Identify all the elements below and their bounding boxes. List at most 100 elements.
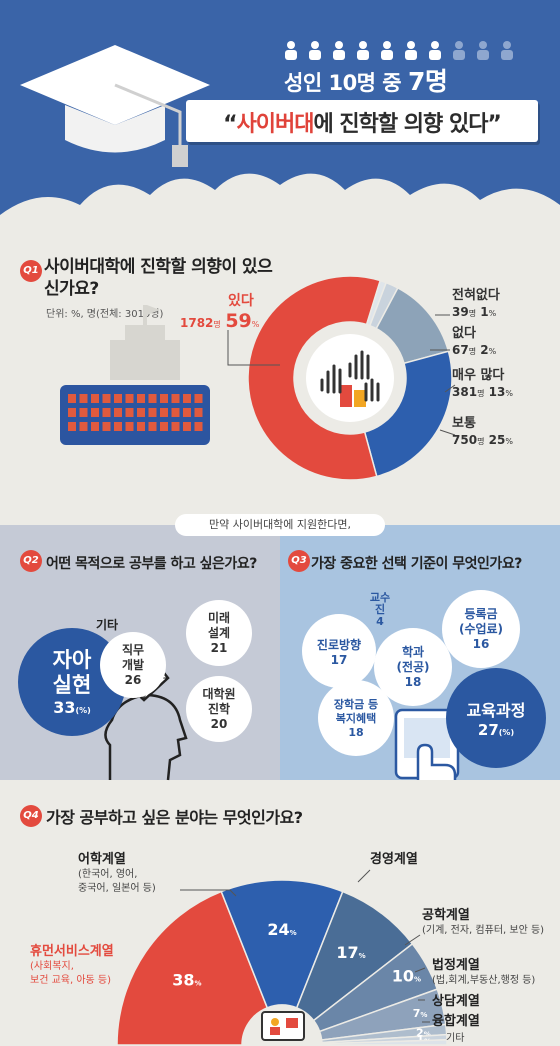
person-icon <box>381 41 393 60</box>
q1-label-no: 없다 67명 2% <box>452 326 497 357</box>
keyboard-icon <box>60 385 210 445</box>
q4-label-law: 법정계열 (법,회계,부동산,행정 등) <box>432 958 536 986</box>
keyboard-key <box>160 408 168 417</box>
person-icon <box>453 41 465 60</box>
q1-label-very-many: 매우 많다 381명 13% <box>452 368 513 399</box>
q1-label-normal: 보통 750명 25% <box>452 416 513 447</box>
q1-value-yes: 1782명 59% <box>180 310 260 332</box>
keyboard-key <box>91 394 99 403</box>
keyboard-key <box>91 422 99 431</box>
q1-unit: 단위: %, 명(전체: 3019명) <box>46 309 164 320</box>
header-banner: 성인 10명 중 7명 “사이버대에 진학할 의향 있다” <box>0 0 560 245</box>
q4-label-counseling: 상담계열 <box>432 994 480 1009</box>
keyboard-key <box>194 422 203 431</box>
q4-question: 가장 공부하고 싶은 분야는 무엇인가요? <box>46 808 303 827</box>
q2-bubble-grad-school: 대학원 진학 20 <box>186 676 252 742</box>
keyboard-key <box>160 394 168 403</box>
q1-label-never: 전혀없다 39명 1% <box>452 288 500 319</box>
keyboard-key <box>171 394 180 403</box>
person-icon <box>405 41 417 60</box>
laptop-teacher-icon <box>261 1011 305 1041</box>
q1-label-yes: 있다 <box>228 293 254 309</box>
header-subtitle: 성인 10명 중 7명 <box>284 67 448 96</box>
keyboard-key <box>148 408 157 417</box>
people-row-icon <box>285 41 513 60</box>
keyboard-key <box>125 408 134 417</box>
person-icon <box>309 41 321 60</box>
q4-pct-label: 10% <box>392 967 421 986</box>
q1-question: 사이버대학에 진학할 의향이 있으신가요? <box>44 257 273 299</box>
q1-slice-1 <box>363 350 453 478</box>
person-icon <box>333 41 345 60</box>
keyboard-key <box>79 422 88 431</box>
q2-item-other: 기타 <box>96 618 119 632</box>
keyboard-key <box>183 394 191 403</box>
keyboard-key <box>114 408 122 417</box>
q4-label-engineering: 공학계열 (기계, 전자, 컴퓨터, 보안 등) <box>422 908 545 936</box>
q4-pct-label: 17% <box>336 943 365 962</box>
person-icon <box>477 41 489 60</box>
q1-slice-0 <box>247 275 382 481</box>
q4-label-business: 경영계열 <box>370 852 418 867</box>
keyboard-key <box>137 394 145 403</box>
keyboard-key <box>102 408 111 417</box>
keyboard-key <box>125 394 134 403</box>
q3-question: 가장 중요한 선택 기준이 무엇인가요? <box>311 556 522 572</box>
person-icon <box>285 41 297 60</box>
keyboard-key <box>68 394 76 403</box>
keyboard-key <box>79 408 88 417</box>
q3-bubble-tuition: 등록금 (수업료) 16 <box>442 590 520 668</box>
keyboard-key <box>160 422 168 431</box>
graduation-cap-icon <box>20 45 210 167</box>
keyboard-key <box>171 408 180 417</box>
q2-question: 어떤 목적으로 공부를 하고 싶은가요? <box>46 556 257 572</box>
keyboard-key <box>114 394 122 403</box>
q4-label-other: 기타 <box>446 1033 465 1044</box>
q2-bubble-job-dev: 직무 개발 26 <box>100 632 166 698</box>
q4-pct-label: 7% <box>413 1007 428 1020</box>
keyboard-key <box>183 408 191 417</box>
keyboard-key <box>194 408 203 417</box>
keyboard-key <box>183 422 191 431</box>
title-banner: “사이버대에 진학할 의향 있다” <box>186 100 538 142</box>
keyboard-key <box>102 422 111 431</box>
keyboard-key <box>114 422 122 431</box>
person-icon <box>429 41 441 60</box>
q4-slice-1 <box>220 879 344 1009</box>
raised-hands-icon <box>306 334 394 422</box>
keyboard-key <box>194 394 203 403</box>
q3-bubble-curriculum: 교육과정 27(%) <box>446 668 546 768</box>
keyboard-key <box>148 422 157 431</box>
keyboard-key <box>137 408 145 417</box>
q4-label-language: 어학계열 (한국어, 영어, 중국어, 일본어 등) <box>78 852 156 894</box>
keyboard-key <box>79 394 88 403</box>
q2-badge: Q2 <box>20 550 42 572</box>
keyboard-key <box>148 394 157 403</box>
keyboard-key <box>68 422 76 431</box>
q3-bubble-career: 진로방향 17 <box>302 614 376 688</box>
q4-label-convergence: 융합계열 <box>432 1014 480 1029</box>
q4-pct-label: 24% <box>267 920 296 939</box>
person-icon <box>501 41 513 60</box>
q4-pct-label: 38% <box>172 970 201 989</box>
keyboard-key <box>102 394 111 403</box>
q4-slice-0 <box>116 890 269 1046</box>
person-icon <box>357 41 369 60</box>
q1-badge: Q1 <box>20 260 42 282</box>
q3-bubble-major: 학과 (전공) 18 <box>374 628 452 706</box>
q2-bubble-future-plan: 미래 설계 21 <box>186 600 252 666</box>
keyboard-key <box>125 422 134 431</box>
main-title: “사이버대에 진학할 의향 있다” <box>223 112 502 137</box>
keyboard-key <box>137 422 145 431</box>
q3-bubble-scholarship: 장학금 등 복지혜택 18 <box>318 680 394 756</box>
keyboard-key <box>171 422 180 431</box>
keyboard-key <box>68 408 76 417</box>
q4-badge: Q4 <box>20 805 42 827</box>
connector-text: 만약 사이버대학에 지원한다면, <box>175 514 385 536</box>
header-background-art <box>0 45 560 245</box>
q3-bubble-faculty: 교수진 4 <box>369 591 391 628</box>
q3-badge: Q3 <box>288 550 310 572</box>
building-icon <box>110 305 180 380</box>
